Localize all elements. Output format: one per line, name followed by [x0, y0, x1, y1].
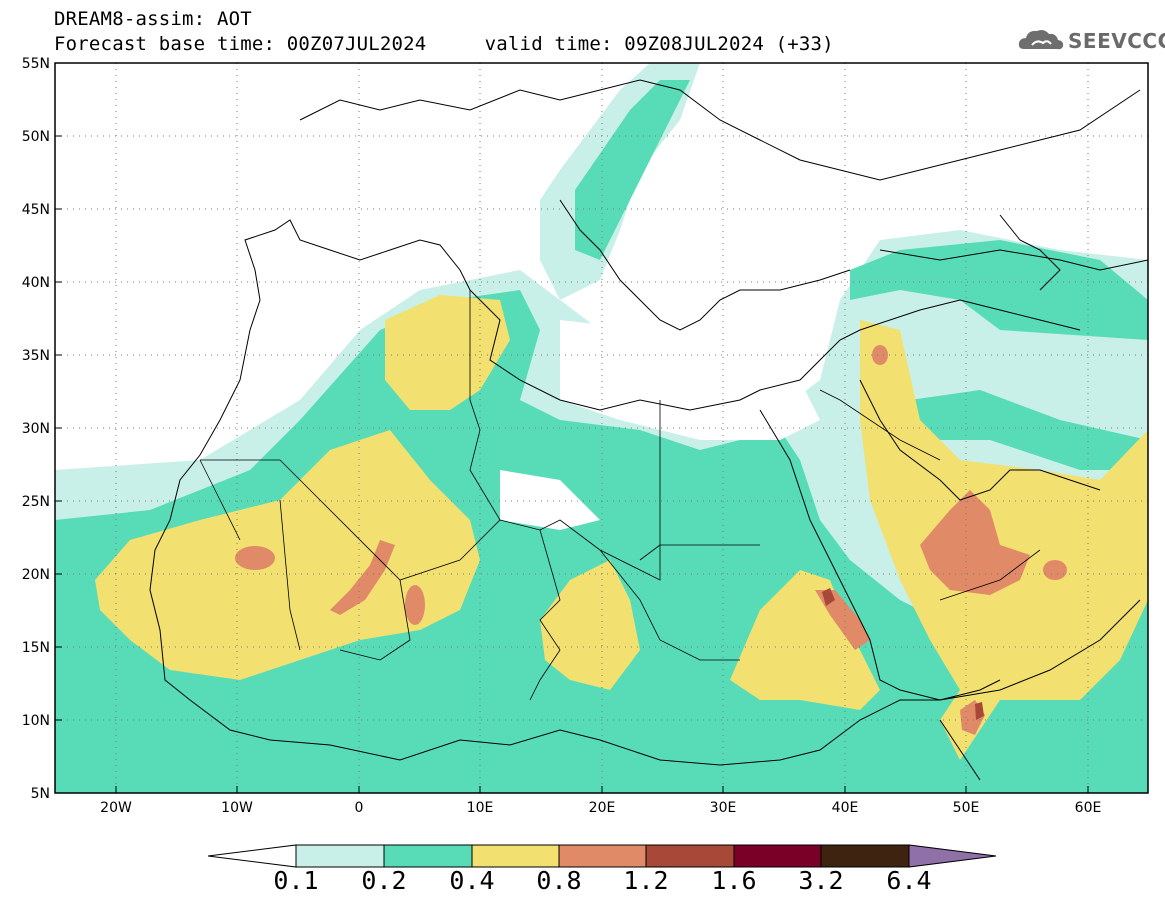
lon-label: 60E — [1075, 800, 1102, 816]
time-info-line: Forecast base time: 00Z07JUL2024 valid t… — [54, 33, 834, 55]
colorbar-label: 6.4 — [886, 866, 932, 895]
colorbar-label: 0.4 — [449, 866, 495, 895]
lat-label: 55N — [22, 56, 50, 72]
borders — [199, 290, 1041, 701]
lon-label: 20E — [589, 800, 616, 816]
colorbar-right-arrow — [908, 844, 997, 868]
colorbar — [207, 844, 997, 868]
lat-label: 45N — [22, 202, 50, 218]
lat-label: 30N — [22, 421, 50, 437]
lon-label: 20W — [100, 800, 132, 816]
seevccc-logo: SEEVCCC — [1018, 25, 1165, 57]
colorbar-label: 0.8 — [536, 866, 582, 895]
lat-label: 40N — [22, 275, 50, 291]
colorbar-swatch-4 — [558, 844, 647, 868]
lon-label: 10W — [221, 800, 253, 816]
lon-label: 10E — [467, 800, 494, 816]
colorbar-label: 0.1 — [273, 866, 319, 895]
colorbar-label: 0.2 — [361, 866, 407, 895]
lat-label: 35N — [22, 348, 50, 364]
lat-label: 5N — [31, 786, 50, 802]
lat-label: 15N — [22, 640, 50, 656]
cloud-icon — [1018, 30, 1064, 50]
colorbar-swatch-2 — [383, 844, 473, 868]
colorbar-swatch-5 — [645, 844, 735, 868]
lon-label: 50E — [953, 800, 980, 816]
colorbar-swatch-6 — [733, 844, 822, 868]
lon-label: 0 — [355, 800, 364, 816]
colorbar-label: 3.2 — [798, 866, 844, 895]
lat-label: 25N — [22, 494, 50, 510]
colorbar-swatch-1 — [295, 844, 385, 868]
lon-label: 30E — [710, 800, 737, 816]
lon-label: 40E — [832, 800, 859, 816]
lat-label: 10N — [22, 713, 50, 729]
colorbar-swatch-3 — [471, 844, 560, 868]
title-line: DREAM8-assim: AOT — [54, 8, 252, 30]
coastlines — [149, 79, 1148, 781]
lat-label: 50N — [22, 129, 50, 145]
colorbar-label: 1.6 — [711, 866, 757, 895]
colorbar-label: 1.2 — [623, 866, 669, 895]
colorbar-swatch-7 — [820, 844, 910, 868]
logo-text: SEEVCCC — [1068, 29, 1165, 53]
lat-label: 20N — [22, 567, 50, 583]
colorbar-left-arrow — [207, 844, 297, 868]
aot-field — [55, 63, 1148, 793]
